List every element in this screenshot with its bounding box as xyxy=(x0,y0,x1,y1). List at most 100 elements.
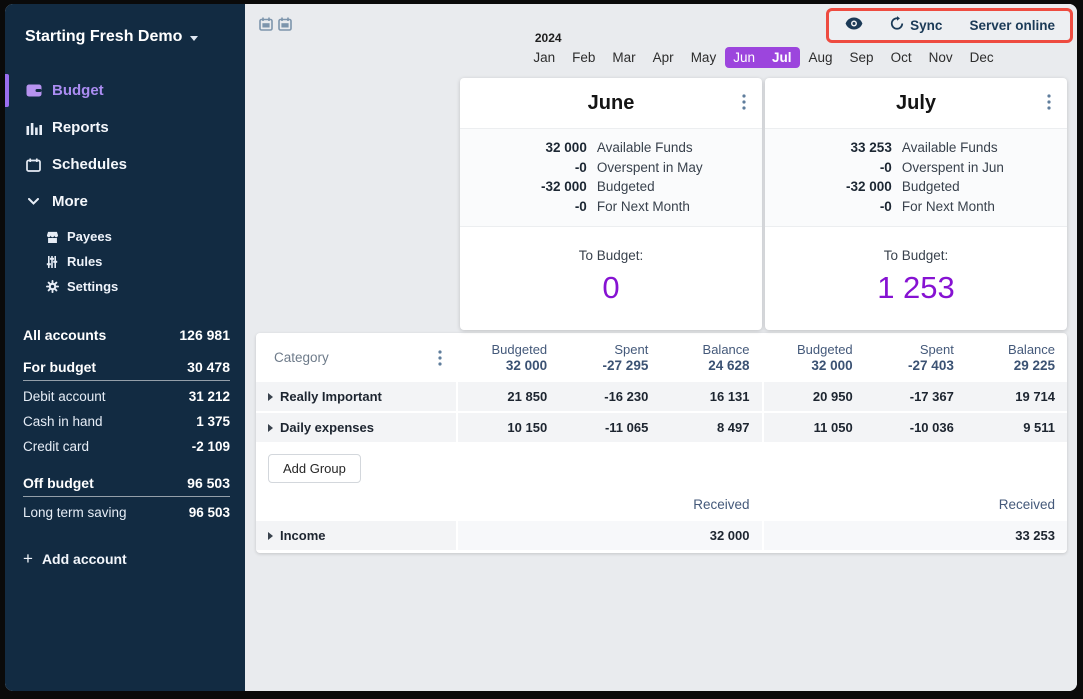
add-group-button[interactable]: Add Group xyxy=(268,454,361,483)
year-label: 2024 xyxy=(534,31,562,45)
server-status-button[interactable]: Server online xyxy=(969,18,1055,33)
month-menu-dots-icon[interactable] xyxy=(1047,94,1051,110)
sidebar-item-label: Rules xyxy=(67,254,103,269)
group-really-important[interactable]: Really Important xyxy=(256,382,456,411)
july-spent-cell: -10 036 xyxy=(864,413,966,442)
income-row: Income 32 000 33 253 xyxy=(256,521,1067,550)
account-item[interactable]: Credit card -2 109 xyxy=(23,434,230,459)
month-mar[interactable]: Mar xyxy=(612,50,636,65)
app-window: Starting Fresh Demo Budget Reports Sched… xyxy=(5,4,1077,691)
category-group-row: Really Important 21 850 -16 230 16 131 2… xyxy=(256,382,1068,411)
month-summary-cards: June 32 000 Available Funds -0 Overspent i… xyxy=(460,78,1067,330)
month-oct[interactable]: Oct xyxy=(890,50,912,65)
july-balance-cell: 9 511 xyxy=(965,413,1068,442)
add-account-button[interactable]: + Add account xyxy=(23,550,230,567)
month-aug[interactable]: Aug xyxy=(808,50,833,65)
account-item[interactable]: Debit account 31 212 xyxy=(23,384,230,409)
sidebar-item-payees[interactable]: Payees xyxy=(5,224,245,249)
month-apr[interactable]: Apr xyxy=(652,50,674,65)
month-card-june: June 32 000 Available Funds -0 Overspent i… xyxy=(460,78,762,330)
budget-table: Category Budgeted 32 000 Spent -27 295 Bal… xyxy=(256,333,1068,553)
sidebar-item-more[interactable]: More xyxy=(5,183,245,220)
column-balance: Balance xyxy=(702,342,750,357)
active-indicator xyxy=(5,74,9,107)
all-accounts-row[interactable]: All accounts 126 981 xyxy=(23,327,230,343)
sidebar: Starting Fresh Demo Budget Reports Sched… xyxy=(5,4,245,691)
to-budget-label: To Budget: xyxy=(883,248,949,263)
month-jan[interactable]: Jan xyxy=(533,50,556,65)
group-income[interactable]: Income xyxy=(256,521,456,550)
july-spent-cell: -17 367 xyxy=(864,382,966,411)
category-header-label: Category xyxy=(274,350,329,365)
expand-arrow-icon xyxy=(268,392,273,401)
sidebar-item-label: Payees xyxy=(67,229,112,244)
sliders-icon xyxy=(45,255,59,268)
for-budget-label: For budget xyxy=(23,359,97,375)
gear-icon xyxy=(45,280,59,293)
column-budgeted: Budgeted xyxy=(797,342,853,357)
account-name: Credit card xyxy=(23,439,90,454)
account-name: Debit account xyxy=(23,389,106,404)
sync-label: Sync xyxy=(910,17,943,33)
calendar-collapse-icon[interactable] xyxy=(259,17,273,31)
june-spent-total: -27 295 xyxy=(602,358,649,373)
more-subnav: Payees Rules Settings xyxy=(5,224,245,299)
sync-button[interactable]: Sync xyxy=(890,16,942,34)
budget-file-menu[interactable]: Starting Fresh Demo xyxy=(5,28,245,46)
june-spent-cell: -11 065 xyxy=(559,413,661,442)
month-collapse-buttons xyxy=(259,17,292,31)
sidebar-item-reports[interactable]: Reports xyxy=(5,109,245,146)
account-balance: 1 375 xyxy=(196,414,230,429)
for-budget-header[interactable]: For budget 30 478 xyxy=(23,359,230,381)
july-income-received: 33 253 xyxy=(763,521,1067,550)
for-next-month-value: -0 xyxy=(574,198,587,214)
bar-chart-icon xyxy=(25,121,42,135)
group-name: Daily expenses xyxy=(280,420,374,435)
month-card-july: July 33 253 Available Funds -0 Overspent i… xyxy=(765,78,1067,330)
sidebar-item-rules[interactable]: Rules xyxy=(5,249,245,274)
july-balance-cell: 19 714 xyxy=(965,382,1068,411)
month-jun-selected[interactable]: Jun xyxy=(724,47,764,68)
june-received-label: Received xyxy=(693,497,750,512)
budgeted-value: -32 000 xyxy=(846,179,892,194)
group-daily-expenses[interactable]: Daily expenses xyxy=(256,413,456,442)
month-may[interactable]: May xyxy=(690,50,717,65)
month-sep[interactable]: Sep xyxy=(849,50,874,65)
month-menu-dots-icon[interactable] xyxy=(742,94,746,110)
to-budget-label: To Budget: xyxy=(578,248,644,263)
off-budget-group: Off budget 96 503 Long term saving 96 50… xyxy=(23,475,230,525)
july-balance-total: 29 225 xyxy=(1013,358,1056,373)
column-balance: Balance xyxy=(1008,342,1056,357)
category-group-row: Daily expenses 10 150 -11 065 8 497 11 0… xyxy=(256,413,1068,442)
off-budget-header[interactable]: Off budget 96 503 xyxy=(23,475,230,497)
month-feb[interactable]: Feb xyxy=(572,50,596,65)
account-item[interactable]: Long term saving 96 503 xyxy=(23,500,230,525)
account-item[interactable]: Cash in hand 1 375 xyxy=(23,409,230,434)
july-budgeted-cell: 20 950 xyxy=(763,382,865,411)
off-budget-label: Off budget xyxy=(23,475,94,491)
month-dec[interactable]: Dec xyxy=(969,50,994,65)
available-funds-value: 33 253 xyxy=(850,140,892,155)
category-menu-dots-icon[interactable] xyxy=(438,349,442,366)
sidebar-item-schedules[interactable]: Schedules xyxy=(5,146,245,183)
budgeted-value: -32 000 xyxy=(541,179,587,194)
june-income-received: 32 000 xyxy=(458,521,762,550)
privacy-toggle-button[interactable] xyxy=(845,17,863,33)
june-budgeted-cell: 10 150 xyxy=(458,413,560,442)
month-card-title: July xyxy=(895,92,937,114)
month-jul-selected[interactable]: Jul xyxy=(763,47,800,68)
chevron-down-icon xyxy=(25,198,42,205)
month-summary: 33 253 Available Funds -0 Overspent in Jun… xyxy=(765,128,1067,227)
available-funds-value: 32 000 xyxy=(545,140,587,155)
months-row: Jan Feb Mar Apr May Jun Jul Aug Sep Oct … xyxy=(525,47,1002,68)
month-nov[interactable]: Nov xyxy=(928,50,953,65)
for-budget-value: 30 478 xyxy=(187,359,230,375)
calendar-icon xyxy=(25,158,42,172)
sync-icon xyxy=(890,16,904,34)
to-budget-value[interactable]: 0 xyxy=(602,270,620,305)
sidebar-item-settings[interactable]: Settings xyxy=(5,274,245,299)
to-budget-value[interactable]: 1 253 xyxy=(877,270,955,305)
sidebar-item-label: Budget xyxy=(52,82,104,99)
calendar-expand-icon[interactable] xyxy=(278,17,292,31)
sidebar-item-budget[interactable]: Budget xyxy=(5,72,245,109)
